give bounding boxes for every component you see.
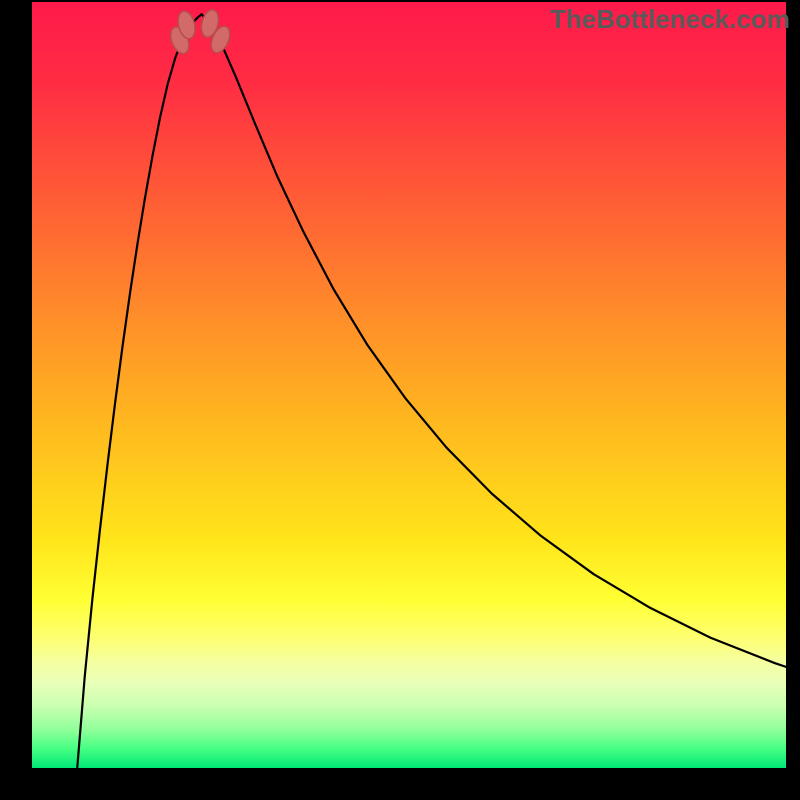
- plot-area: [32, 2, 786, 768]
- curve-right-branch: [202, 14, 786, 667]
- curve-left-branch: [77, 14, 201, 768]
- watermark-text: TheBottleneck.com: [550, 4, 790, 35]
- curve-layer: [32, 2, 786, 768]
